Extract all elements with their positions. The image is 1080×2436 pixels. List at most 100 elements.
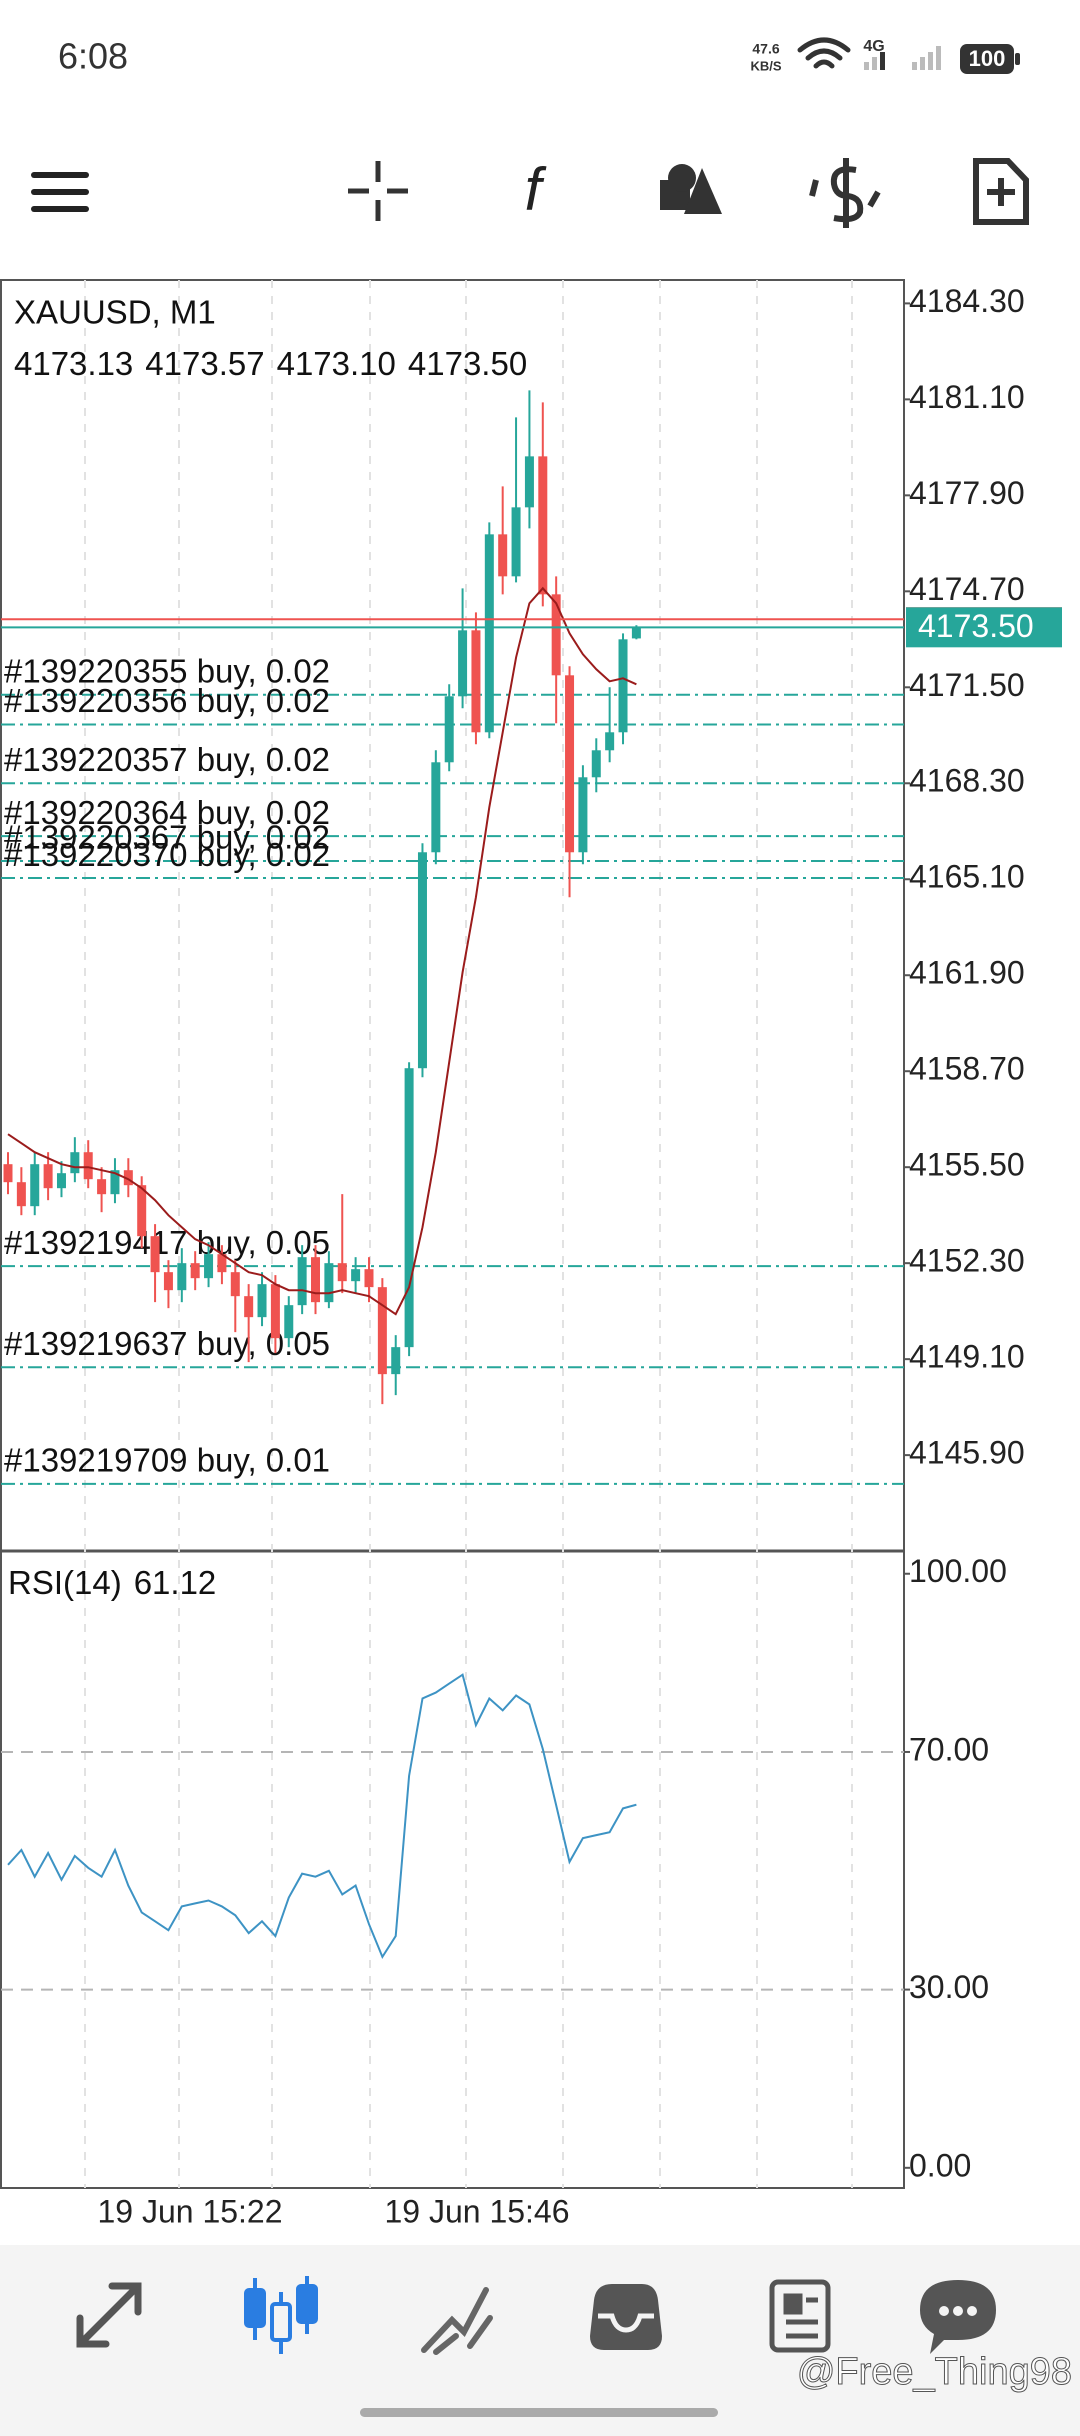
- rsi-y-tick-label: 70.00: [909, 1731, 989, 1767]
- bid-marker: [906, 607, 1062, 648]
- bottom-nav: [0, 2245, 1080, 2436]
- candle-body: [538, 456, 548, 595]
- candle-body: [444, 696, 454, 763]
- crosshair-button[interactable]: [348, 161, 408, 221]
- candle-body: [297, 1257, 307, 1306]
- rsi-value: 61.12: [134, 1564, 217, 1601]
- candle-body: [484, 534, 494, 733]
- candle-body: [404, 1068, 414, 1348]
- candle-body: [150, 1236, 160, 1273]
- candle-body: [270, 1284, 280, 1339]
- trade-tab[interactable]: [421, 2287, 493, 2355]
- candle-body: [204, 1254, 214, 1279]
- candle-body: [391, 1347, 401, 1375]
- y-tick-label: 4149.10: [909, 1339, 1025, 1375]
- candle-body: [417, 852, 427, 1069]
- wifi-icon: [797, 37, 851, 69]
- order-label: #139219637 buy, 0.05: [4, 1325, 330, 1362]
- rsi-name: RSI(14): [8, 1564, 122, 1601]
- candle-body: [511, 507, 521, 577]
- candle-body: [578, 777, 588, 853]
- order-label: #139220364 buy, 0.02: [4, 794, 330, 831]
- symbol-label: XAUUSD, M1: [14, 294, 216, 331]
- candle-body: [43, 1164, 53, 1189]
- candle-body: [551, 594, 561, 676]
- y-tick-label: 4161.90: [909, 955, 1025, 991]
- ohlc-label: 4173.13 4173.57 4173.10 4173.50: [14, 345, 527, 382]
- x-tick-label: 19 Jun 15:46: [384, 2193, 569, 2229]
- quotes-tab[interactable]: [76, 2282, 142, 2348]
- order-label: #139220370 buy, 0.02: [4, 836, 330, 873]
- candle-body: [30, 1164, 40, 1207]
- y-tick-label: 4177.90: [909, 475, 1025, 511]
- candle-body: [605, 732, 615, 751]
- rsi-line: [7, 1673, 637, 1960]
- y-tick-label: 4145.90: [909, 1435, 1025, 1471]
- candle-body: [337, 1263, 347, 1282]
- menu-button[interactable]: [31, 172, 89, 212]
- status-time: 6:08: [58, 36, 128, 77]
- ohlc-close: 4173.50: [408, 345, 527, 382]
- candle-body: [70, 1152, 80, 1174]
- chart-frame: [0, 279, 905, 2189]
- rsi-panel: [1, 1673, 904, 1991]
- candle-body: [123, 1170, 133, 1186]
- candle-body: [324, 1263, 334, 1303]
- y-tick-label: 4168.30: [909, 763, 1025, 799]
- new-order-button[interactable]: [973, 158, 1029, 225]
- y-tick-label: 4155.50: [909, 1147, 1025, 1183]
- candle-body: [3, 1164, 13, 1183]
- candle-body: [97, 1179, 107, 1195]
- candle-body: [177, 1263, 187, 1291]
- bid-label: 4173.50: [918, 608, 1034, 644]
- rsi-y-tick-label: 0.00: [909, 2147, 971, 2183]
- candle-body: [377, 1287, 387, 1375]
- axes: 4184.30 4181.10 4177.90 4174.70 4171.50 4168.…: [904, 283, 1062, 2183]
- candle-body: [163, 1272, 173, 1291]
- news-tab[interactable]: [769, 2279, 831, 2353]
- battery-level: 100: [969, 46, 1006, 71]
- candle-body: [56, 1173, 66, 1189]
- order-label: #139220355 buy, 0.02: [4, 653, 330, 690]
- vertical-grid: [84, 280, 853, 2188]
- order-label: #139219417 buy, 0.05: [4, 1224, 330, 1261]
- history-tab[interactable]: [590, 2284, 662, 2350]
- ohlc-low: 4173.10: [277, 345, 396, 382]
- candle-body: [351, 1269, 361, 1282]
- candle-body: [498, 534, 508, 577]
- rsi-label: RSI(14) 61.12: [8, 1564, 216, 1601]
- candle-body: [618, 639, 628, 733]
- objects-button[interactable]: [660, 164, 722, 214]
- candle-body: [524, 456, 534, 508]
- candle-body: [591, 750, 601, 778]
- ohlc-high: 4173.57: [145, 345, 264, 382]
- candle-body: [137, 1185, 147, 1237]
- chart-tab[interactable]: [244, 2276, 318, 2354]
- rsi-y-tick-label: 30.00: [909, 1969, 989, 2005]
- y-tick-label: 4174.70: [909, 571, 1025, 607]
- network-type: 4G: [863, 38, 884, 55]
- indicators-button[interactable]: f: [525, 156, 547, 223]
- watermark: @Free_Thing98: [797, 2351, 1072, 2393]
- candle-body: [217, 1254, 227, 1273]
- chat-tab[interactable]: [920, 2280, 996, 2354]
- order-label: #139220367 buy, 0.02: [4, 819, 330, 856]
- home-indicator: [360, 2408, 718, 2417]
- moving-average: [7, 586, 637, 1316]
- y-tick-label: 4184.30: [909, 283, 1025, 319]
- candle-body: [16, 1182, 26, 1207]
- candle-body: [311, 1257, 321, 1303]
- y-tick-label: 4158.70: [909, 1051, 1025, 1087]
- y-tick-label: 4165.10: [909, 859, 1025, 895]
- order-label: #139220356 buy, 0.02: [4, 682, 330, 719]
- candle-body: [230, 1272, 240, 1297]
- ohlc-open: 4173.13: [14, 345, 133, 382]
- trade-button[interactable]: [809, 158, 881, 228]
- candle-body: [257, 1284, 267, 1318]
- rsi-y-tick-label: 100.00: [909, 1553, 1007, 1589]
- candle-body: [364, 1269, 374, 1288]
- y-tick-label: 4181.10: [909, 379, 1025, 415]
- x-tick-label: 19 Jun 15:22: [97, 2193, 282, 2229]
- signal-icon: [864, 46, 941, 70]
